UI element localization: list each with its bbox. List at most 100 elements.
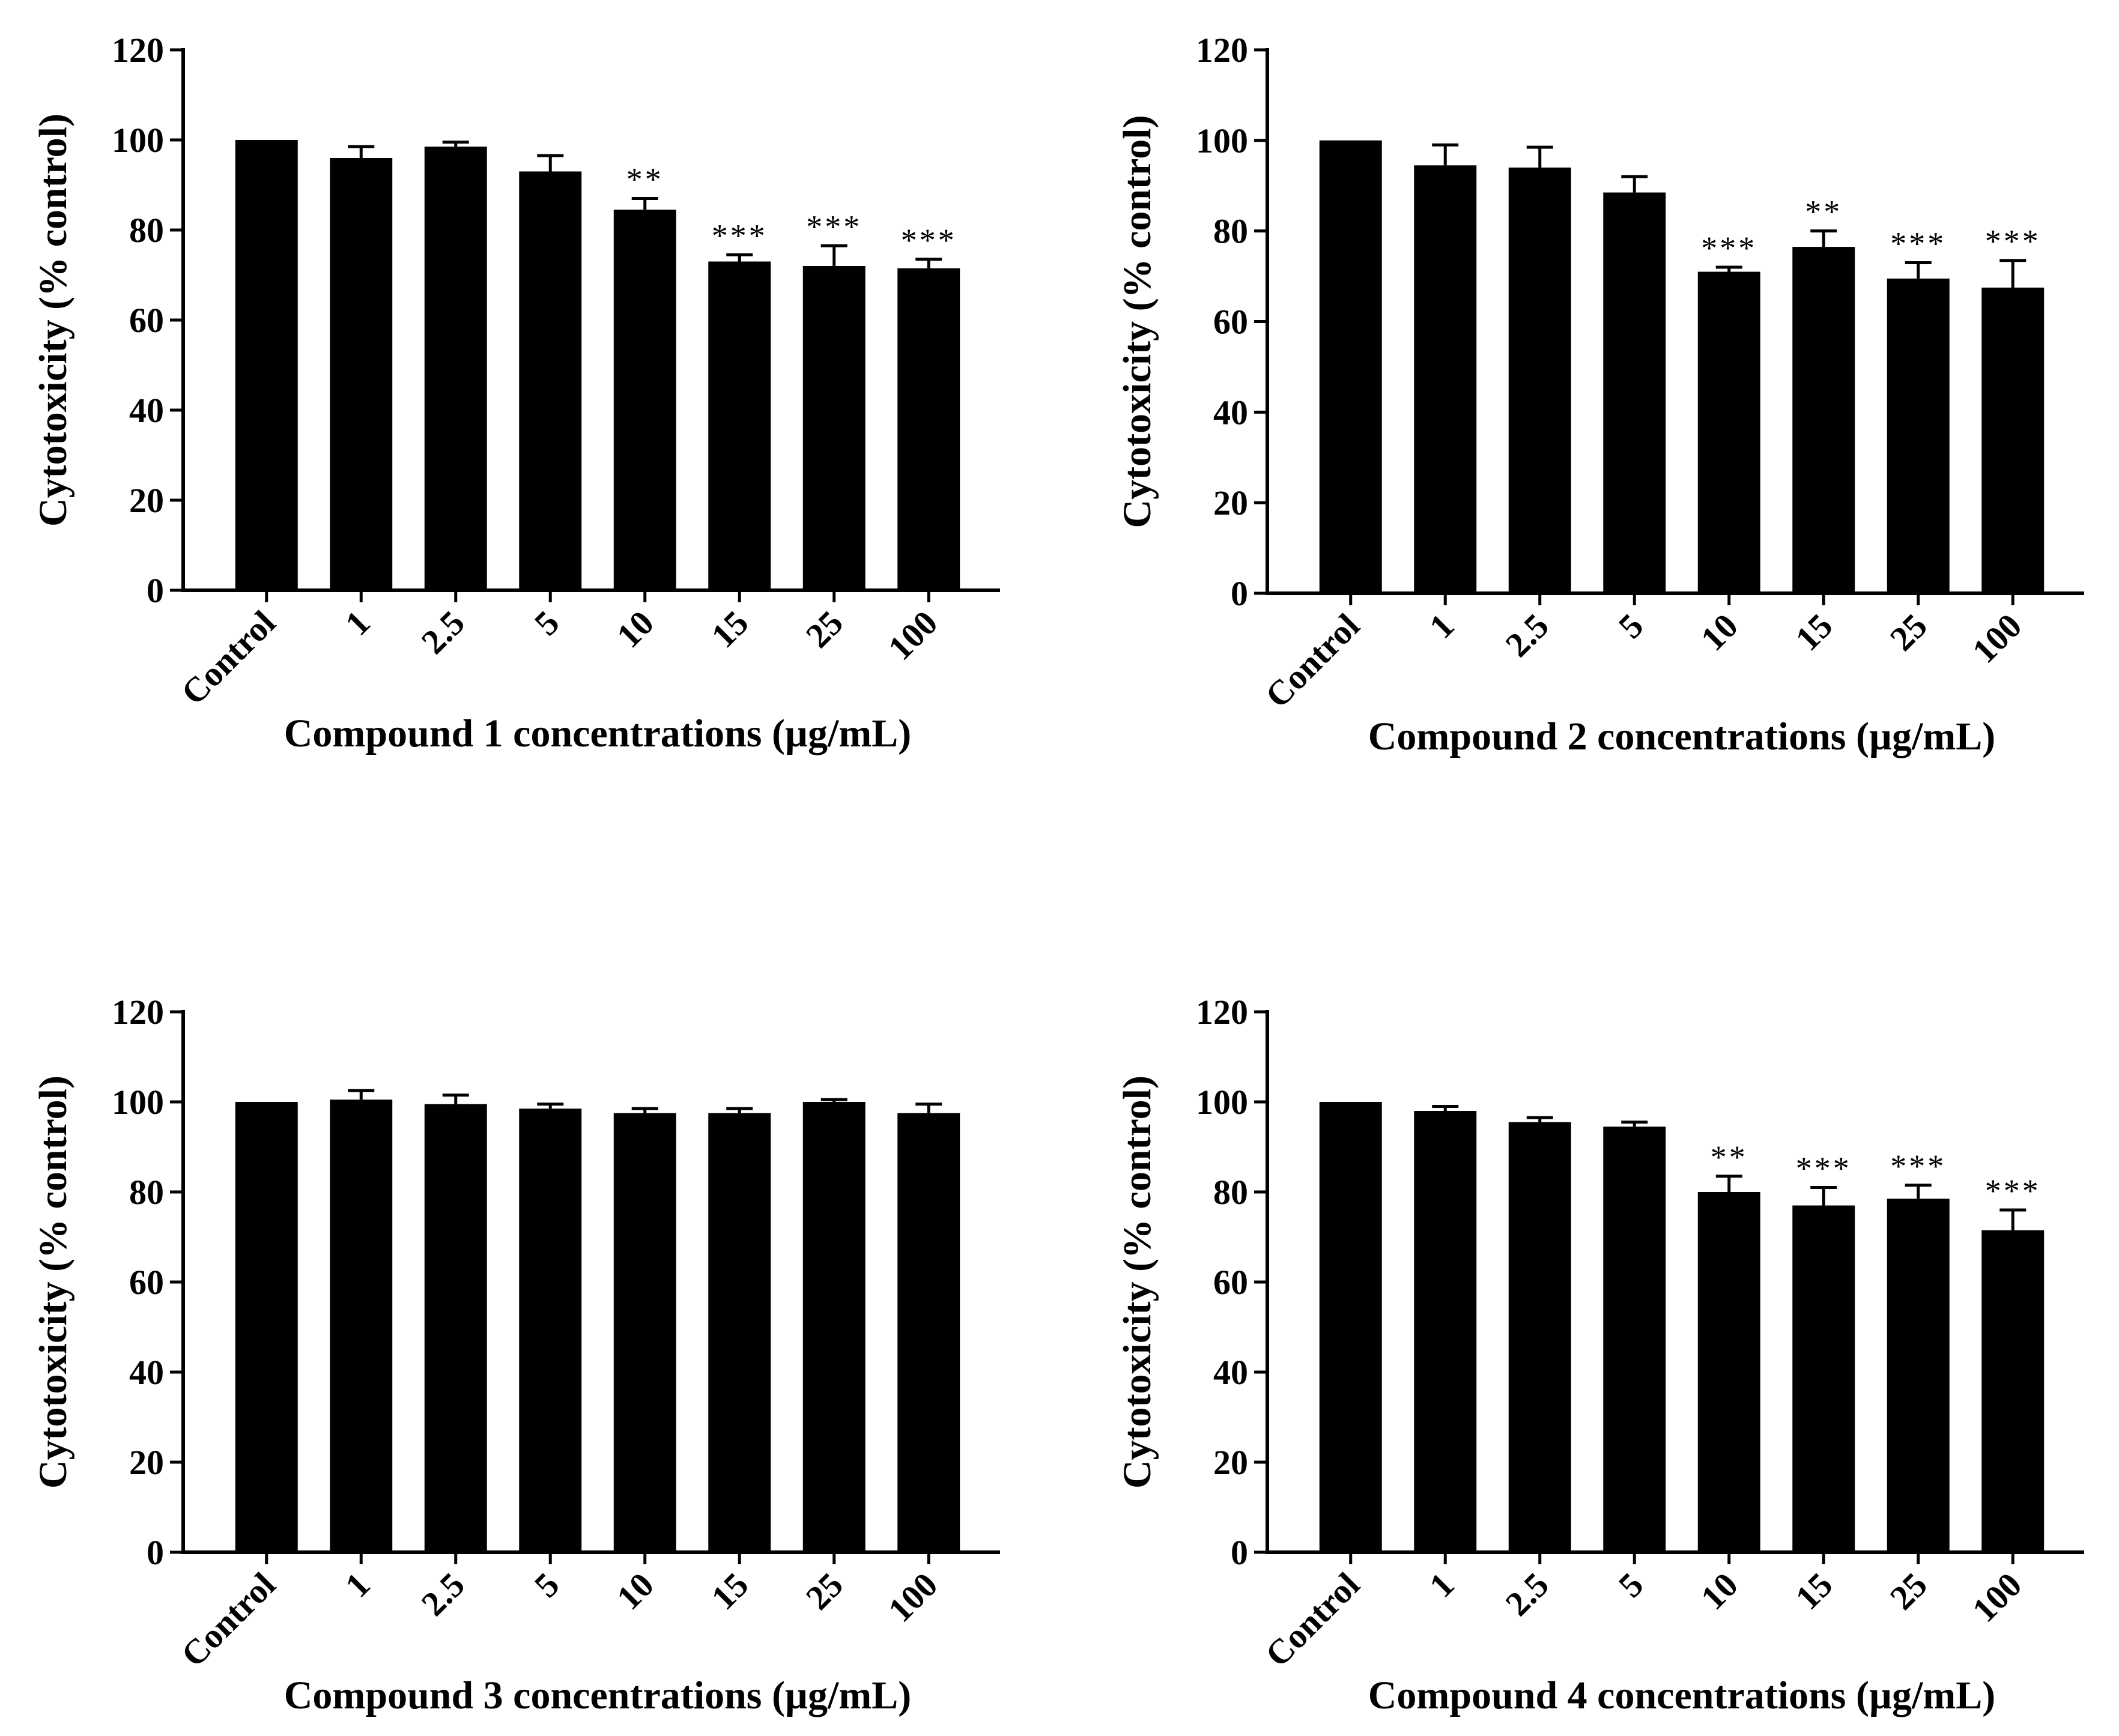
bar-10	[1697, 271, 1760, 594]
y-tick-label: 0	[1231, 574, 1248, 613]
bar-10	[613, 1113, 676, 1552]
bar-2.5	[1508, 1122, 1571, 1552]
x-tick-label: 5	[1611, 606, 1651, 646]
x-axis-title: Compound 2 concentrations (µg/mL)	[1368, 715, 1996, 758]
x-tick-label: 5	[1611, 1565, 1651, 1604]
bar-2.5	[424, 147, 487, 590]
bar-2.5	[424, 1104, 487, 1552]
x-tick-label: 2.5	[414, 603, 472, 661]
bar-15	[1792, 1205, 1855, 1552]
x-tick-label: 100	[881, 1565, 945, 1629]
bar-2.5	[1508, 168, 1571, 593]
x-tick-label: 10	[609, 1565, 661, 1617]
y-tick-label: 80	[129, 1173, 164, 1212]
x-tick-label: 25	[798, 603, 850, 655]
bar-Control	[235, 140, 298, 590]
bar-5	[519, 1108, 582, 1552]
bar-10	[1697, 1192, 1760, 1552]
x-tick-label: 15	[1787, 1565, 1840, 1617]
chart-panel-2: Control 1 2.5 5 *** 10 ** 15 *** 25 *** 100 0 20 40 60 8…	[1115, 31, 2084, 758]
x-tick-label: 15	[703, 1565, 756, 1617]
y-tick-label: 60	[1213, 1263, 1248, 1302]
y-tick-label: 40	[1213, 393, 1248, 432]
y-tick-label: 20	[129, 1443, 164, 1482]
y-tick-label: 100	[112, 121, 164, 160]
x-tick-label: 2.5	[1498, 606, 1556, 664]
x-axis-title: Compound 4 concentrations (µg/mL)	[1368, 1674, 1996, 1717]
significance-label: ***	[1890, 1148, 1946, 1184]
x-tick-label: 15	[703, 603, 756, 655]
bar-15	[708, 261, 771, 590]
bar-Control	[1319, 140, 1382, 594]
x-tick-label: 100	[1965, 606, 2029, 670]
significance-label: ***	[1985, 223, 2041, 259]
y-tick-label: 40	[129, 391, 164, 430]
x-tick-label: 10	[1693, 1565, 1745, 1617]
chart-panel-4: Control 1 2.5 5 ** 10 *** 15 *** 25 *** 100 0 20 40 60 8…	[1115, 993, 2084, 1717]
bar-25	[802, 1102, 865, 1552]
y-tick-label: 20	[1213, 1443, 1248, 1482]
y-tick-label: 120	[112, 31, 164, 70]
bar-15	[708, 1113, 771, 1552]
y-axis-title: Cytotoxicity (% control)	[31, 113, 75, 527]
x-tick-label: 2.5	[414, 1565, 472, 1623]
bar-25	[802, 266, 865, 590]
bar-100	[1981, 1230, 2045, 1552]
significance-label: **	[626, 162, 664, 198]
y-tick-label: 80	[129, 211, 164, 250]
bar-1	[1414, 165, 1477, 593]
y-tick-label: 60	[1213, 303, 1248, 342]
bar-Control	[1319, 1102, 1382, 1552]
x-tick-label: 5	[527, 603, 566, 643]
significance-label: **	[1805, 194, 1842, 230]
bar-15	[1792, 247, 1855, 593]
x-axis-title: Compound 1 concentrations (µg/mL)	[284, 712, 912, 755]
y-tick-label: 120	[1196, 31, 1248, 70]
bar-25	[1887, 1199, 1950, 1552]
y-tick-label: 0	[1231, 1533, 1248, 1572]
bar-5	[519, 171, 582, 590]
x-tick-label: 2.5	[1498, 1565, 1556, 1623]
x-tick-label: 1	[1422, 1565, 1461, 1604]
bar-1	[1414, 1111, 1477, 1552]
x-tick-label: 100	[881, 603, 945, 667]
x-tick-label: 1	[338, 603, 377, 643]
significance-label: ***	[901, 222, 957, 258]
y-tick-label: 120	[112, 993, 164, 1032]
bar-100	[897, 1113, 960, 1552]
y-tick-label: 40	[129, 1353, 164, 1392]
x-tick-label: Control	[174, 1565, 283, 1674]
x-tick-label: 1	[338, 1565, 377, 1604]
significance-label: ***	[1701, 230, 1757, 266]
bar-1	[330, 1099, 393, 1552]
x-tick-label: 25	[798, 1565, 850, 1617]
bar-5	[1603, 1127, 1666, 1552]
y-tick-label: 80	[1213, 212, 1248, 251]
y-tick-label: 100	[112, 1083, 164, 1122]
y-tick-label: 60	[129, 1263, 164, 1302]
y-tick-label: 100	[1196, 1083, 1248, 1122]
significance-label: ***	[712, 217, 768, 253]
bar-10	[613, 210, 676, 590]
y-tick-label: 100	[1196, 121, 1248, 160]
significance-label: ***	[1985, 1173, 2041, 1209]
y-tick-label: 20	[1213, 483, 1248, 522]
y-tick-label: 0	[147, 1533, 164, 1572]
x-tick-label: 25	[1882, 606, 1935, 658]
significance-label: ***	[1796, 1151, 1852, 1187]
bar-100	[897, 268, 960, 590]
y-tick-label: 60	[129, 301, 164, 340]
x-tick-label: Control	[1258, 1565, 1367, 1674]
y-axis-title: Cytotoxicity (% control)	[31, 1075, 75, 1489]
significance-label: **	[1711, 1139, 1748, 1175]
x-tick-label: 1	[1422, 606, 1461, 646]
x-tick-label: 10	[1693, 606, 1745, 658]
y-tick-label: 80	[1213, 1173, 1248, 1212]
y-tick-label: 120	[1196, 993, 1248, 1032]
bar-1	[330, 158, 393, 590]
y-axis-title: Cytotoxicity (% control)	[1115, 115, 1159, 528]
chart-panel-3: Control 1 2.5 5 10 15 25 100 0 20 40 60 80 100 120 Cyto…	[31, 993, 1000, 1717]
y-tick-label: 20	[129, 481, 164, 520]
significance-label: ***	[1890, 225, 1946, 261]
